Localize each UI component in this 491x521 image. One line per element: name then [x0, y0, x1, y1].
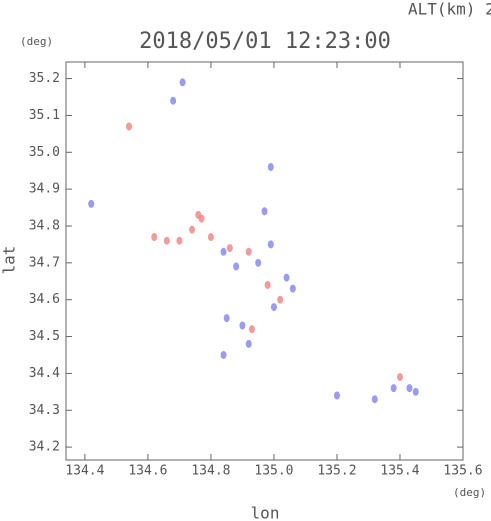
- echo-point: [289, 284, 296, 293]
- echo-point: [264, 280, 271, 289]
- echo-point: [283, 273, 290, 282]
- y-tick-label: 34.8: [29, 218, 60, 233]
- echo-point: [412, 387, 419, 396]
- y-tick-label: 34.5: [29, 329, 60, 344]
- echo-point: [223, 314, 230, 323]
- echo-point: [163, 236, 170, 245]
- echo-point: [220, 350, 227, 359]
- y-axis-label: lat: [0, 246, 19, 275]
- echo-point: [267, 240, 274, 249]
- x-tick-label: 134.4: [65, 464, 104, 479]
- plot-frame: [65, 61, 464, 461]
- echo-point: [220, 247, 227, 256]
- echo-point: [261, 207, 268, 216]
- echo-point: [176, 236, 183, 245]
- y-tick-label: 34.9: [29, 182, 60, 197]
- echo-point: [270, 303, 277, 312]
- x-tick-label: 135.6: [443, 464, 482, 479]
- y-tick-label: 35.0: [29, 145, 60, 160]
- echo-point: [277, 295, 284, 304]
- chart-subtitle: ALT(km) 2.0: [408, 0, 491, 19]
- echo-point: [126, 122, 133, 131]
- y-unit: (deg): [20, 35, 53, 48]
- y-tick-label: 35.2: [29, 71, 60, 86]
- x-tick-label: 135.2: [317, 464, 356, 479]
- echo-point: [406, 384, 413, 393]
- echo-point: [198, 214, 205, 223]
- x-axis-label: lon: [251, 504, 280, 521]
- y-tick-label: 34.7: [29, 255, 60, 270]
- echo-point: [151, 233, 158, 242]
- echo-point: [371, 395, 378, 404]
- y-tick-label: 34.2: [29, 440, 60, 455]
- x-tick-label: 135.0: [254, 464, 293, 479]
- x-tick-label: 134.6: [128, 464, 167, 479]
- echo-point: [248, 325, 255, 334]
- echo-point: [255, 258, 262, 267]
- echo-point: [390, 384, 397, 393]
- x-tick-label: 134.8: [191, 464, 230, 479]
- y-tick-label: 34.4: [29, 366, 60, 381]
- x-unit: (deg): [453, 486, 486, 499]
- echo-point: [245, 339, 252, 348]
- echo-point: [267, 163, 274, 172]
- echo-point: [88, 199, 95, 208]
- echo-point: [239, 321, 246, 330]
- chart-title: 2018/05/01 12:23:00: [139, 29, 391, 54]
- echo-point: [179, 78, 186, 87]
- echo-point: [226, 244, 233, 253]
- echo-point: [396, 373, 403, 382]
- echo-point: [333, 391, 340, 400]
- x-tick-label: 135.4: [380, 464, 419, 479]
- echo-point: [170, 96, 177, 105]
- y-tick-label: 34.3: [29, 403, 60, 418]
- y-tick-label: 35.1: [29, 108, 60, 123]
- echo-point: [233, 262, 240, 271]
- echo-point: [207, 233, 214, 242]
- echo-point: [245, 247, 252, 256]
- echo-point: [189, 225, 196, 234]
- y-tick-label: 34.6: [29, 292, 60, 307]
